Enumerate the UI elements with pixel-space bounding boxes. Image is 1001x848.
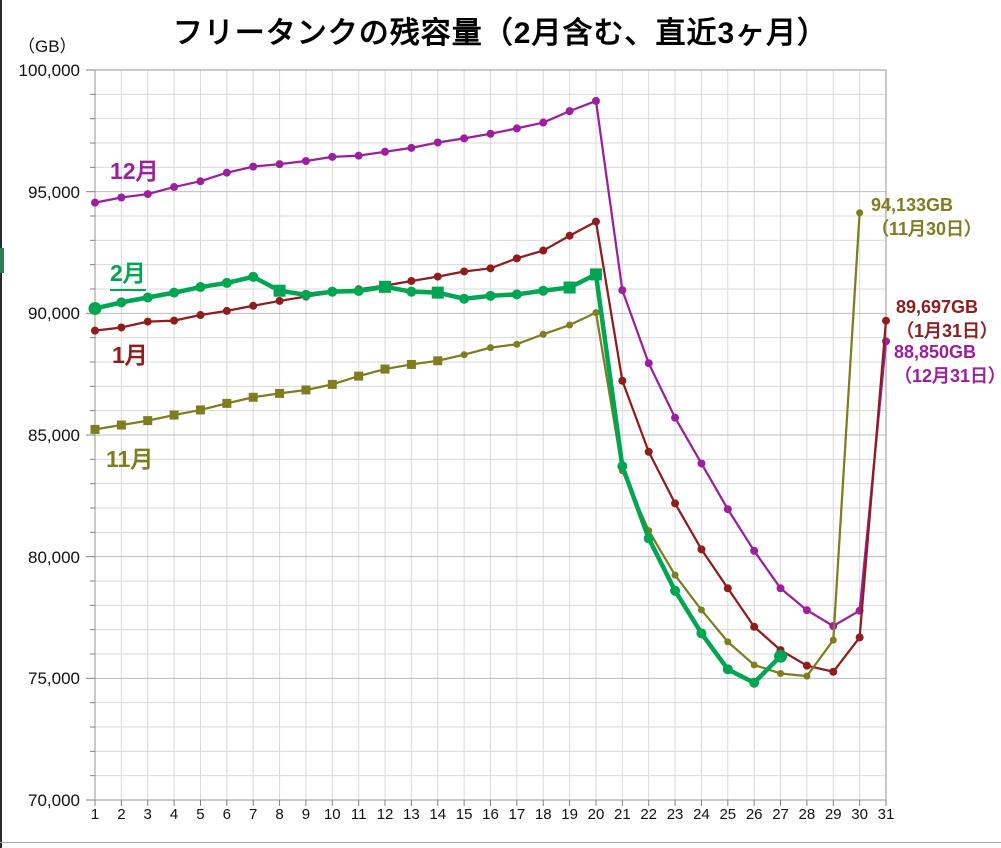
chart-title: フリータンクの残容量（2月含む、直近3ヶ月） [172, 17, 829, 50]
y-axis-tick-label: 75,000 [28, 669, 80, 689]
x-axis-tick-label: 12 [376, 806, 394, 823]
x-axis-tick-label: 29 [824, 806, 842, 823]
x-axis-tick-label: 31 [877, 806, 895, 823]
series-label-february: 2月 [110, 254, 146, 291]
annotation-jan-31: 89,697GB （1月31日） [896, 295, 998, 343]
x-axis-tick-label: 15 [455, 806, 473, 823]
x-axis-tick-label: 5 [196, 806, 205, 823]
x-axis-tick-label: 25 [719, 806, 737, 823]
y-axis-tick-label: 95,000 [28, 182, 80, 202]
x-axis-tick-label: 7 [249, 806, 258, 823]
x-axis-tick-label: 23 [666, 806, 684, 823]
window-edge-line [0, 0, 2, 848]
y-axis-tick-label: 80,000 [28, 547, 80, 567]
annotation-date: （1月31日） [896, 321, 999, 341]
annotation-date: （11月30日） [871, 219, 983, 239]
x-axis-tick-label: 17 [508, 806, 526, 823]
annotation-date: （12月31日） [894, 366, 1001, 386]
x-axis-tick-label: 20 [587, 806, 605, 823]
x-axis-tick-label: 8 [275, 806, 284, 823]
x-axis-tick-label: 13 [403, 806, 420, 823]
series-label-december: 12月 [110, 158, 159, 184]
series-label-january: 1月 [112, 342, 148, 368]
x-axis-tick-label: 16 [482, 806, 499, 823]
x-axis-tick-label: 24 [693, 806, 710, 823]
annotation-value: 88,850GB [894, 342, 977, 362]
y-axis-tick-label: 85,000 [28, 426, 80, 445]
series-label-november: 11月 [106, 446, 154, 472]
x-axis-tick-label: 27 [772, 806, 789, 823]
x-axis-tick-label: 30 [851, 806, 868, 823]
x-axis-tick-label: 26 [745, 806, 763, 823]
annotation-value: 94,133GB [871, 195, 954, 215]
y-axis-unit-label: （GB） [18, 37, 77, 56]
y-axis-tick-label: 90,000 [28, 304, 80, 324]
green-edge-artifact [0, 248, 4, 273]
x-axis-tick-label: 9 [301, 806, 311, 823]
x-axis-tick-label: 6 [222, 806, 231, 823]
x-axis-tick-label: 4 [169, 806, 179, 823]
x-axis-tick-label: 18 [534, 806, 552, 823]
x-axis-tick-label: 14 [429, 806, 447, 823]
annotation-nov-30: 94,133GB （11月30日） [871, 193, 982, 241]
x-axis-tick-label: 22 [640, 806, 658, 823]
x-axis-tick-label: 2 [117, 806, 126, 823]
x-axis-tick-label: 1 [90, 806, 100, 823]
x-axis-tick-label: 21 [613, 806, 631, 823]
x-axis-tick-label: 11 [350, 806, 367, 823]
annotation-dec-31: 88,850GB （12月31日） [894, 340, 1001, 388]
window-bottom-line [0, 842, 1001, 843]
annotation-value: 89,697GB [896, 297, 979, 317]
x-axis-tick-label: 19 [561, 806, 578, 823]
x-axis-tick-label: 10 [323, 806, 341, 823]
x-axis-tick-label: 3 [143, 806, 152, 823]
x-axis-tick-label: 28 [798, 806, 816, 823]
y-axis-tick-label: 70,000 [28, 791, 80, 810]
y-axis-tick-label: 100,000 [18, 61, 80, 80]
